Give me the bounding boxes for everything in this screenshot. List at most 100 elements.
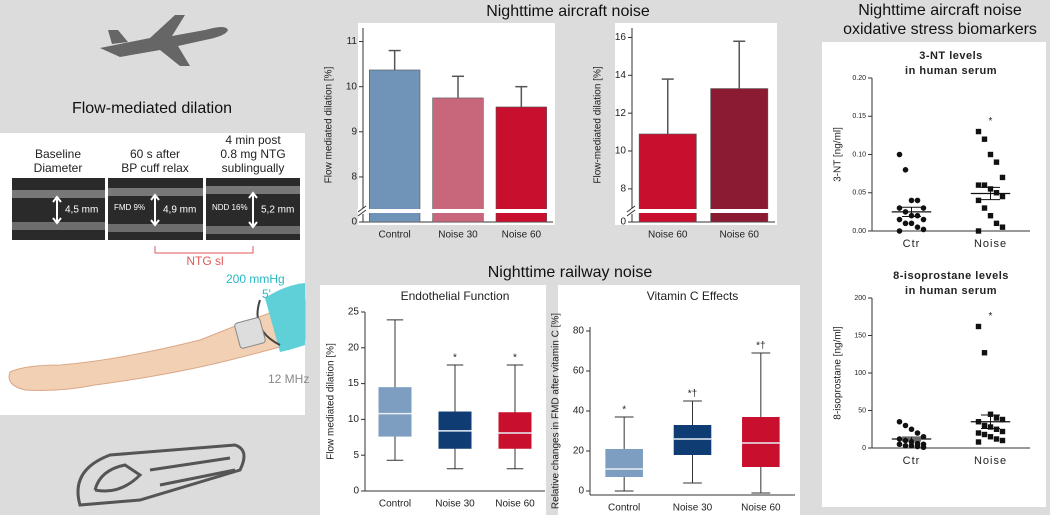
heading: Nighttime aircraft noise — [858, 2, 1022, 19]
x-tick-label: Noise 60 — [502, 230, 542, 241]
data-point — [981, 136, 988, 142]
caption: Diameter — [34, 161, 83, 175]
significance-label: *† — [688, 389, 697, 400]
data-point — [993, 159, 1000, 165]
measurement: 4,9 mm — [163, 205, 196, 216]
y-tick-label: 8 — [620, 184, 626, 195]
data-point — [975, 228, 982, 234]
chart-title: 8-isoprostane levels — [893, 270, 1009, 282]
bracket-label: NTG sl — [186, 254, 223, 268]
data-point — [920, 205, 927, 211]
significance-label: * — [622, 405, 626, 416]
data-point — [914, 212, 921, 219]
data-point — [902, 442, 909, 449]
y-tick-label: 0 — [353, 486, 359, 497]
right-panel — [822, 42, 1046, 507]
y-tick-label: 100 — [854, 370, 866, 377]
y-tick-label: 0.20 — [852, 75, 866, 82]
data-point — [920, 444, 927, 451]
y-tick-label: 10 — [615, 146, 627, 157]
image-label: FMD 9% — [114, 203, 145, 212]
cuff-pressure: 200 mmHg — [226, 272, 285, 286]
y-tick-label: 80 — [573, 326, 585, 337]
probe-label: 12 MHz — [268, 372, 309, 386]
data-point — [902, 167, 909, 173]
bracket — [154, 246, 254, 254]
y-axis-label: Flow mediated dilation [%] — [326, 343, 337, 460]
x-tick-label: Noise 30 — [673, 503, 713, 514]
bar — [638, 133, 697, 223]
data-point — [975, 323, 982, 330]
caption: sublingually — [222, 161, 285, 175]
chart-title: in human serum — [905, 65, 997, 77]
y-axis-label: 3-NT [ng/ml] — [833, 127, 844, 182]
significance-label: * — [989, 311, 993, 322]
y-tick-label: 10 — [346, 81, 358, 92]
y-tick-label: 60 — [573, 366, 585, 377]
y-axis-label: Flow mediated dilation [%] — [324, 66, 335, 183]
x-tick-label: Control — [379, 230, 411, 241]
data-point — [914, 224, 921, 230]
data-point — [987, 411, 994, 417]
heading: Nighttime aircraft noise — [486, 3, 650, 20]
data-point — [999, 416, 1006, 423]
data-point — [981, 350, 988, 356]
measurement: 5,2 mm — [261, 205, 294, 216]
data-point — [993, 190, 1000, 196]
significance-label: * — [453, 353, 457, 364]
x-tick-label: Control — [608, 503, 640, 514]
data-point — [993, 436, 1000, 442]
caption: 0.8 mg NTG — [220, 147, 285, 161]
chart-title: Vitamin C Effects — [647, 289, 739, 303]
data-point — [981, 422, 988, 429]
plot-bg — [558, 285, 800, 515]
data-point — [981, 182, 988, 188]
caption: 60 s after — [130, 147, 180, 161]
data-point — [896, 151, 903, 158]
y-tick-label: 50 — [858, 407, 866, 414]
x-tick-label: Noise 30 — [435, 499, 475, 510]
caption: BP cuff relax — [121, 161, 189, 175]
y-tick-label: 15 — [348, 378, 360, 389]
data-point — [975, 197, 982, 204]
data-point — [914, 443, 921, 450]
heading: Nighttime railway noise — [488, 264, 653, 281]
data-point — [914, 197, 921, 204]
y-tick-label: 0.15 — [852, 113, 866, 120]
y-tick-label: 0 — [620, 217, 626, 228]
ultrasound-images — [12, 178, 300, 240]
y-tick-label: 11 — [347, 36, 358, 47]
y-axis-label: Relative changes in FMD after vitamin C … — [551, 313, 562, 509]
data-point — [896, 205, 903, 211]
data-point — [896, 216, 903, 223]
x-tick-label: Noise 60 — [495, 499, 535, 510]
panel-title: Flow-mediated dilation — [72, 100, 232, 117]
axis-break — [357, 209, 553, 213]
heading: oxidative stress biomarkers — [843, 21, 1037, 38]
x-tick-label: Control — [379, 499, 411, 510]
y-tick-label: 0 — [578, 486, 584, 497]
x-tick-label: Noise 30 — [438, 230, 478, 241]
box — [498, 412, 532, 449]
y-axis-label: 8-isoprostane [ng/ml] — [833, 326, 844, 420]
arm — [8, 299, 306, 391]
caption: 4 min post — [225, 133, 281, 147]
y-tick-label: 40 — [573, 406, 585, 417]
data-point — [999, 193, 1006, 200]
probe — [234, 317, 266, 349]
x-tick-label: Noise — [974, 238, 1007, 250]
data-point — [975, 439, 982, 445]
data-point — [975, 128, 982, 135]
data-point — [908, 197, 915, 204]
data-point — [999, 428, 1006, 435]
caption: Baseline — [35, 147, 81, 161]
data-point — [902, 422, 909, 429]
y-tick-label: 0.10 — [852, 151, 866, 158]
y-tick-label: 0.00 — [852, 228, 866, 235]
box — [742, 417, 780, 467]
box — [673, 425, 712, 455]
data-point — [908, 426, 915, 433]
y-tick-label: 10 — [348, 414, 360, 425]
data-point — [902, 220, 909, 227]
x-tick-label: Ctr — [903, 238, 921, 250]
